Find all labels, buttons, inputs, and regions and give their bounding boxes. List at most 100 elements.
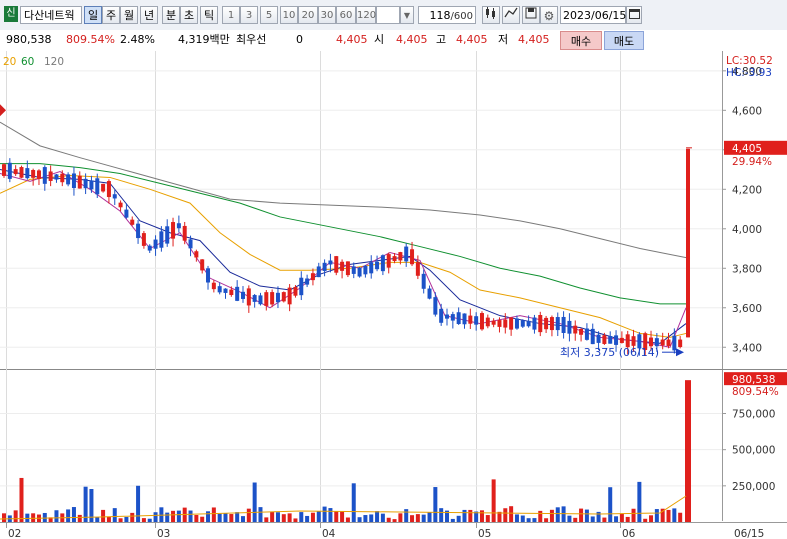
volume-bar: [427, 512, 432, 522]
volume-bar: [608, 487, 613, 522]
volume-bar: [106, 516, 111, 522]
save-icon[interactable]: [522, 6, 540, 24]
volume-bar: [579, 508, 584, 522]
volume-bar: [316, 511, 321, 522]
volume-bar: [19, 477, 24, 522]
chart-type-icon[interactable]: [482, 6, 500, 24]
volume-bar: [31, 513, 36, 522]
volume-bar: [410, 515, 415, 522]
candle-body: [48, 171, 53, 181]
volume-bar: [2, 513, 6, 522]
count-field[interactable]: 118/600: [418, 6, 476, 24]
candle-body: [602, 335, 607, 344]
candle-body: [456, 312, 461, 325]
period-button-1[interactable]: 주: [102, 6, 120, 24]
candle-body: [398, 252, 403, 261]
volume-bar: [532, 518, 537, 522]
candle-body: [270, 292, 275, 305]
date-field[interactable]: 2023/06/15: [560, 6, 626, 24]
low-arrow-head: [676, 348, 684, 357]
volume-bar: [380, 513, 385, 522]
volume-bar: [264, 517, 269, 522]
last-volume-label: 980,538: [732, 374, 775, 386]
buy-button[interactable]: 매수: [560, 31, 602, 50]
low-price: 4,405: [518, 33, 550, 46]
candle-body: [573, 325, 578, 334]
period-button-6[interactable]: 틱: [200, 6, 218, 24]
volume-bar: [229, 514, 234, 522]
candle-body: [206, 268, 211, 283]
volume-bar: [415, 514, 420, 522]
candle-body: [410, 249, 415, 265]
volume-bar: [520, 515, 525, 522]
stock-chart[interactable]: 4,8004,6004,4004,2004,0003,8003,6003,400…: [0, 51, 787, 539]
period-button-3[interactable]: 년: [140, 6, 158, 24]
candle-body: [252, 295, 257, 302]
candle-body: [375, 261, 380, 270]
last-price-box: [724, 140, 787, 155]
volume-bar: [101, 509, 106, 522]
volume-bar: [439, 508, 444, 522]
candle-body: [654, 338, 659, 347]
stock-name-field[interactable]: 다산네트웍: [20, 6, 82, 24]
volume-bar: [159, 507, 164, 522]
candle-body: [567, 320, 572, 334]
volume-bar: [136, 485, 141, 522]
interval-button-0[interactable]: 1: [222, 6, 240, 24]
volume-bar: [596, 511, 601, 522]
period-button-4[interactable]: 분: [162, 6, 180, 24]
calendar-icon[interactable]: [626, 6, 642, 24]
sell-button[interactable]: 매도: [604, 31, 644, 50]
interval-button-5[interactable]: 30: [318, 6, 336, 24]
interval-button-4[interactable]: 20: [298, 6, 318, 24]
candle-body: [159, 231, 164, 248]
candle-body: [643, 333, 648, 350]
candle-body: [136, 223, 141, 239]
volume-bar: [235, 512, 240, 522]
candle-body: [672, 335, 677, 351]
candle-body: [13, 169, 18, 175]
volume-bar: [165, 512, 170, 522]
candle-body: [25, 168, 30, 179]
candle-body: [36, 170, 41, 179]
interval-button-7[interactable]: 120: [356, 6, 376, 24]
period-button-2[interactable]: 월: [120, 6, 138, 24]
interval-dropdown-button[interactable]: ▼: [400, 6, 414, 24]
candle-body: [479, 313, 484, 330]
interval-button-3[interactable]: 10: [280, 6, 298, 24]
candle-body: [631, 336, 636, 346]
volume-bar: [293, 518, 298, 522]
candle-body: [118, 202, 123, 208]
candle-body: [235, 286, 240, 301]
candle-body: [345, 261, 350, 276]
volume-bar: [153, 512, 158, 522]
candle-body: [544, 317, 549, 330]
stock-badge[interactable]: 신: [4, 6, 18, 22]
candle-body: [386, 254, 391, 268]
x-tick-label: 03: [157, 528, 170, 539]
interval-button-2[interactable]: 5: [260, 6, 278, 24]
interval-button-1[interactable]: 3: [240, 6, 258, 24]
turnover-rate: 2.48%: [120, 33, 155, 46]
candle-body: [316, 266, 321, 278]
volume-bar: [287, 513, 292, 522]
volume-bar: [363, 515, 368, 522]
candle-body: [666, 339, 671, 346]
trend-line-icon[interactable]: [502, 6, 520, 24]
gear-icon[interactable]: ⚙: [540, 6, 558, 24]
candle-body: [404, 246, 409, 262]
volume-bar: [89, 489, 94, 522]
volume-bar: [433, 487, 438, 522]
volume-bar: [456, 515, 461, 522]
candle-body: [165, 226, 170, 244]
interval-custom-field[interactable]: [376, 6, 400, 24]
period-button-5[interactable]: 초: [180, 6, 198, 24]
volume-tick-label: 250,000: [732, 481, 775, 493]
volume-bar: [334, 511, 339, 522]
volume-bar: [357, 517, 362, 522]
lc-label: LC:30.52: [726, 55, 773, 67]
candle-body: [625, 334, 630, 348]
interval-button-6[interactable]: 60: [336, 6, 356, 24]
period-button-0[interactable]: 일: [84, 6, 102, 24]
volume-bar: [48, 517, 53, 522]
